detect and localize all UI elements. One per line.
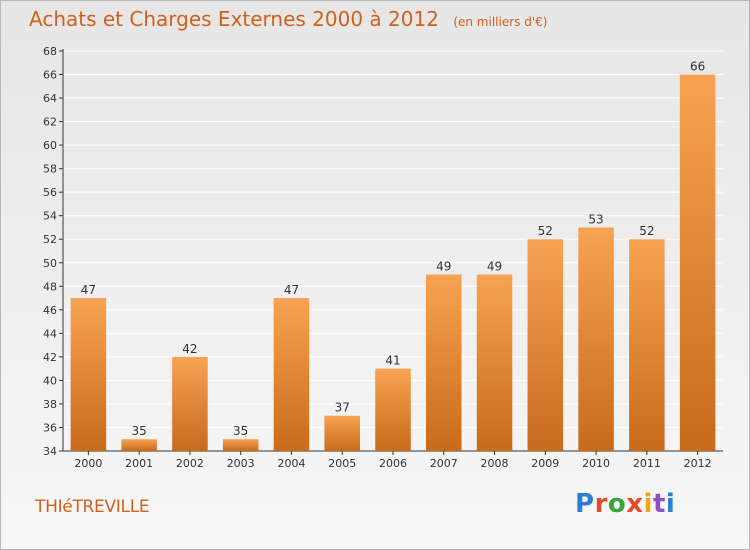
bar-value-label: 35 (233, 424, 248, 438)
y-tick-label: 50 (43, 257, 57, 270)
x-tick-label: 2005 (328, 457, 356, 470)
bar-value-label: 49 (487, 260, 502, 274)
y-tick-label: 66 (43, 69, 57, 82)
logo-letter: o (607, 489, 627, 519)
bar (121, 439, 157, 451)
y-tick-label: 60 (43, 139, 57, 152)
x-tick-label: 2007 (430, 457, 458, 470)
y-tick-label: 54 (43, 210, 57, 223)
bar (476, 274, 513, 451)
y-tick-label: 36 (43, 421, 57, 434)
y-tick-label: 48 (43, 280, 57, 293)
logo-letter: t (652, 489, 666, 519)
data-labels: 47 35 42 35 47 37 41 49 49 52 53 52 66 (81, 60, 706, 439)
x-tick-label: 2002 (176, 457, 204, 470)
bar (527, 239, 564, 451)
bar (679, 74, 716, 451)
y-tick-label: 52 (43, 233, 57, 246)
bar-value-label: 66 (690, 60, 705, 74)
y-tick-label: 58 (43, 163, 57, 176)
logo-letter: r (594, 489, 608, 519)
bar (222, 439, 259, 451)
bar-value-label: 53 (588, 212, 603, 226)
y-tick-labels: 34 36 38 40 42 44 46 48 50 52 54 56 58 60 62 64 66 68 (43, 45, 57, 458)
bar-value-label: 35 (132, 424, 147, 438)
y-tick-label: 38 (43, 398, 57, 411)
bar-value-label: 47 (81, 283, 96, 297)
chart-title-text: Achats et Charges Externes 2000 à 2012 (29, 7, 439, 31)
y-tick-label: 44 (43, 327, 57, 340)
bar (629, 239, 665, 451)
y-tick-label: 34 (43, 445, 57, 458)
logo-letter: i (643, 489, 653, 519)
chart-title: Achats et Charges Externes 2000 à 2012 (… (29, 7, 547, 31)
logo-letter: x (626, 489, 644, 519)
bar (172, 356, 208, 451)
bar-value-label: 52 (639, 224, 654, 238)
y-tick-label: 62 (43, 116, 57, 129)
bar-value-label: 52 (538, 224, 553, 238)
bar-value-label: 49 (436, 260, 451, 274)
bar-value-label: 41 (385, 354, 400, 368)
y-tick-label: 46 (43, 304, 57, 317)
logo-letter: P (575, 489, 595, 519)
bar-value-label: 47 (284, 283, 299, 297)
x-tick-label: 2001 (125, 457, 153, 470)
x-tick-label: 2009 (531, 457, 559, 470)
chart-unit: (en milliers d'€) (453, 15, 548, 29)
proxiti-logo: Proxiti (575, 489, 675, 519)
bars (70, 74, 716, 451)
bar (375, 368, 411, 451)
x-tick-label: 2012 (684, 457, 712, 470)
x-tick-label: 2008 (481, 457, 509, 470)
bar (273, 298, 310, 451)
bar-value-label: 42 (182, 342, 197, 356)
y-tick-label: 42 (43, 351, 57, 364)
bar (426, 274, 462, 451)
bar (578, 227, 614, 451)
x-tick-label: 2004 (277, 457, 305, 470)
bar-value-label: 37 (335, 401, 350, 415)
x-tick-label: 2010 (582, 457, 610, 470)
x-tick-label: 2000 (74, 457, 102, 470)
x-tick-label: 2006 (379, 457, 407, 470)
bar (324, 415, 360, 451)
x-tick-label: 2003 (227, 457, 255, 470)
bar (70, 298, 107, 451)
logo-letter: i (665, 489, 676, 519)
y-tick-label: 56 (43, 186, 57, 199)
x-tick-labels: 2000 2001 2002 2003 2004 2005 2006 2007 2008 2009… (74, 451, 712, 470)
commune-name: THIéTREVILLE (35, 497, 150, 517)
y-tick-label: 40 (43, 374, 57, 387)
x-tick-label: 2011 (633, 457, 661, 470)
y-tick-label: 64 (43, 92, 57, 105)
y-tick-label: 68 (43, 45, 57, 58)
